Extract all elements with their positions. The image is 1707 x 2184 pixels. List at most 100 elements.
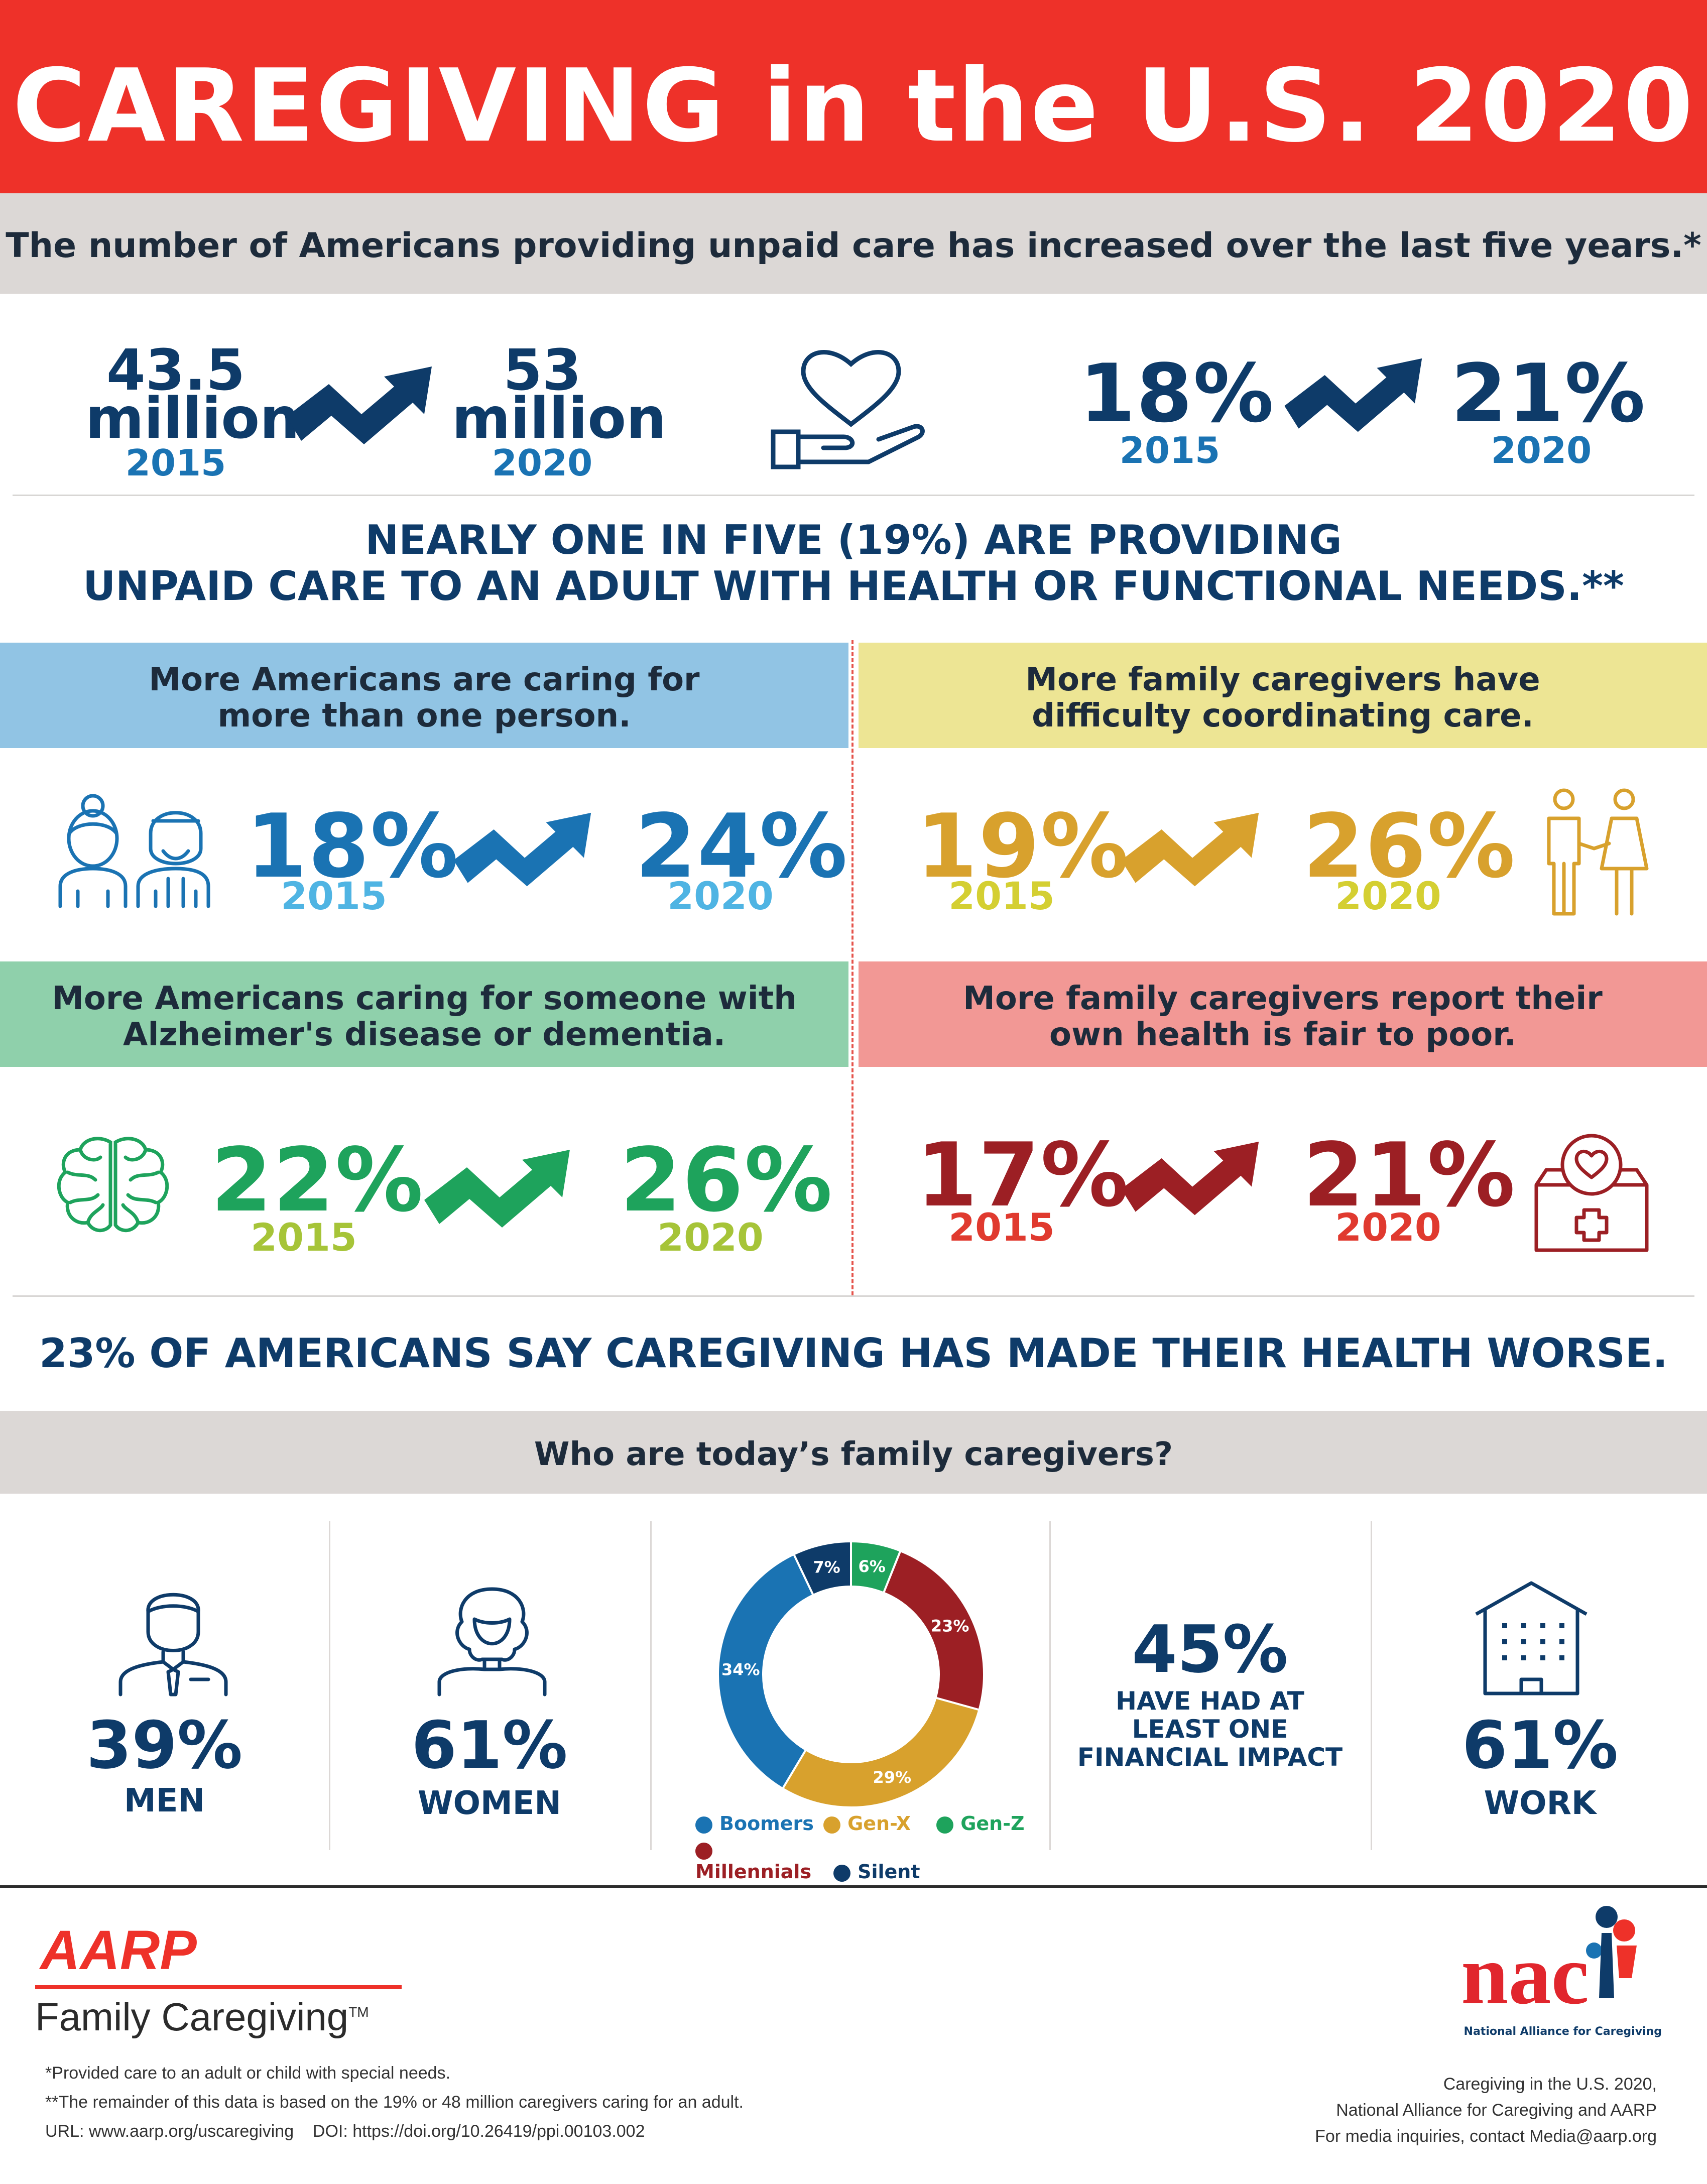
q2-to-value: 26% [1303,796,1516,898]
legend-item-boomers: Boomers [695,1812,821,1835]
column-divider [1371,1521,1372,1850]
financial-label-3: FINANCIAL IMPACT [1077,1743,1343,1772]
stat-2015-number: 43.5 [106,338,246,403]
brain-icon [57,1137,169,1233]
legend-item-millennials: Millennials [695,1839,831,1883]
aarp-subbrand: Family CaregivingTM [35,1994,402,2040]
q3-to-year: 2020 [657,1215,764,1260]
legend-dot [695,1816,712,1834]
subtitle-banner [0,193,1707,294]
nac-logo-mark: nac [1461,1906,1637,2022]
women-label: WOMEN [418,1785,561,1822]
donut-label: 7% [813,1557,840,1576]
q3-from-value: 22% [211,1130,424,1232]
stat-2020-number: 53 [503,338,581,403]
q1-to-value: 24% [635,796,848,898]
page-title: CAREGIVING in the U.S. 2020 [12,48,1695,165]
q2-from-year: 2015 [948,874,1055,918]
q2-title-line-2: difficulty coordinating care. [1032,697,1534,735]
q2-title-line-1: More family caregivers have [1025,661,1540,698]
legend-label: Gen-Z [960,1812,1025,1835]
donut-label: 34% [721,1660,760,1679]
legend-dot [833,1864,851,1882]
footer-url[interactable]: URL: www.aarp.org/uscaregiving [45,2122,294,2141]
donut-slice-genx [781,1696,981,1808]
men-value: 39% [86,1707,243,1783]
footnote-2: **The remainder of this data is based on… [45,2093,744,2112]
headline-health-worse: 23% OF AMERICANS SAY CAREGIVING HAS MADE… [39,1330,1668,1377]
footnote-1: *Provided care to an adult or child with… [45,2064,451,2083]
share-2015-year: 2015 [1119,429,1221,471]
q2-banner [859,643,1707,748]
q3-title: More Americans caring for someone with A… [0,981,848,1053]
man-icon [118,1593,228,1696]
donut-label: 23% [931,1616,969,1635]
legend-dot [936,1816,954,1834]
legend-label: Silent [858,1861,920,1883]
donut-slice-silent [792,1540,852,1597]
legend-dot [823,1816,841,1834]
q3-from-year: 2015 [251,1215,357,1260]
headline-one-in-five: NEARLY ONE IN FIVE (19%) ARE PROVIDING U… [0,517,1707,610]
legend-label: Millennials [695,1861,812,1883]
trend-arrow-icon [1284,358,1422,432]
donut-slice-boomers [717,1553,815,1790]
elderly-couple-icon [58,794,210,908]
credits: Caregiving in the U.S. 2020, National Al… [1105,2071,1657,2149]
financial-value: 45% [1132,1611,1288,1687]
credit-line-2: National Alliance for Caregiving and AAR… [1336,2101,1657,2120]
share-2020-year: 2020 [1491,429,1592,471]
q1-title-line-2: more than one person. [217,697,631,735]
donut-slice-millennials [882,1549,985,1712]
share-2020-value: 21% [1451,346,1646,440]
aarp-logo-text: AARP [39,1923,197,1978]
financial-impact-stat: 45% HAVE HAD AT LEAST ONE FINANCIAL IMPA… [1052,1612,1368,1771]
footnotes: *Provided care to an adult or child with… [45,2058,999,2146]
who-banner [0,1411,1707,1494]
couple-holding-hands-icon [1547,788,1649,916]
medical-kit-icon [1534,1134,1649,1252]
headline-line-1: NEARLY ONE IN FIVE (19%) ARE PROVIDING [365,517,1342,563]
chart-legend: Boomers Gen-X Gen-Z Millennials Silent [695,1812,1047,1883]
legend-label: Boomers [719,1812,814,1835]
donut-label: 6% [858,1557,885,1576]
stat-2015-value: 43.5 million [85,338,300,451]
credit-line-3: For media inquiries, contact Media@aarp.… [1315,2127,1657,2146]
q1-to-year: 2020 [667,874,774,918]
q2-from-value: 19% [916,796,1130,898]
legend-label: Gen-X [847,1812,911,1835]
stat-2020-unit: million [452,386,666,451]
nac-name: National Alliance for Caregiving [1464,2025,1662,2038]
aarp-logo-bar [35,1985,402,1989]
q1-banner [0,643,848,748]
quadrant-divider [851,640,854,1295]
stat-2015-unit: million [85,386,300,451]
trend-arrow-icon [424,1150,570,1228]
q4-title: More family caregivers report their own … [859,981,1707,1053]
footer-divider [0,1885,1707,1888]
q4-to-year: 2020 [1335,1205,1441,1250]
q4-title-line-1: More family caregivers report their [963,980,1603,1017]
footer-doi[interactable]: DOI: https://doi.org/10.26419/ppi.00103.… [312,2122,645,2141]
trend-arrow-icon [1121,812,1259,887]
women-value: 61% [411,1707,568,1783]
work-label: WORK [1484,1785,1597,1822]
q1-title-line-1: More Americans are caring for [149,661,700,698]
aarp-logo-mark: AARP [39,1919,197,1981]
trend-arrow-icon [453,812,591,887]
divider [13,495,1694,496]
title-banner [0,0,1707,193]
column-divider [1049,1521,1051,1850]
q4-from-value: 17% [916,1125,1130,1227]
q3-title-line-1: More Americans caring for someone with [52,980,797,1017]
column-divider [329,1521,330,1850]
stat-2020-value: 53 million [452,338,666,451]
headline-line-2: UNPAID CARE TO AN ADULT WITH HEALTH OR F… [83,563,1624,610]
q1-title: More Americans are caring for more than … [0,662,848,734]
woman-icon [437,1587,547,1696]
heart-hand-icon [771,350,925,469]
legend-item-genz: Gen-Z [936,1812,1037,1835]
trademark: TM [348,2004,369,2020]
stat-2020-year: 2020 [492,442,593,484]
donut-label: 29% [873,1768,911,1787]
